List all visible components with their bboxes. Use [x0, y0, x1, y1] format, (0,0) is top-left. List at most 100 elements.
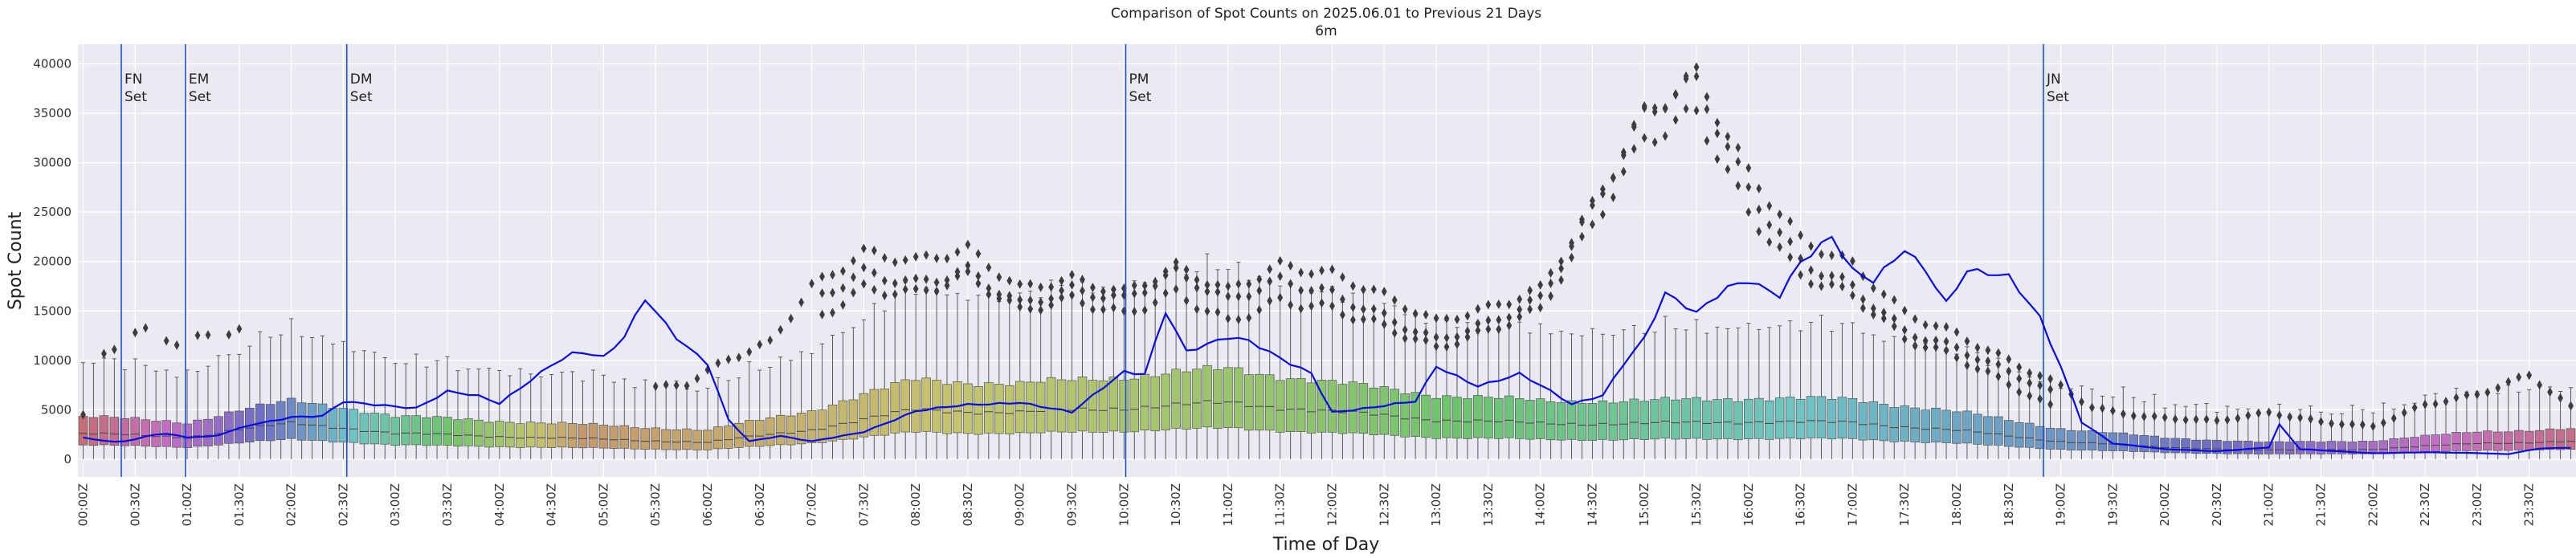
outlier-point: [1558, 275, 1564, 285]
box: [1098, 380, 1108, 433]
box: [1025, 381, 1035, 434]
box: [463, 418, 473, 446]
outlier-point: [1849, 290, 1855, 300]
x-tick-label: 09:00Z: [1013, 483, 1027, 527]
box: [1379, 386, 1390, 435]
box: [2087, 430, 2097, 450]
box: [1150, 376, 1160, 432]
x-tick-label: 21:00Z: [2262, 483, 2276, 527]
event-label: Set: [189, 89, 211, 105]
outlier-point: [1777, 227, 1783, 238]
x-tick-label: 14:30Z: [1585, 483, 1599, 527]
outlier-point: [2297, 413, 2304, 423]
outlier-point: [1454, 332, 1460, 342]
outlier-point: [2006, 380, 2012, 390]
box: [495, 421, 504, 447]
outlier-point: [1225, 281, 1231, 291]
y-tick-label: 15000: [33, 303, 71, 318]
box: [1744, 398, 1753, 440]
box: [504, 422, 515, 448]
box: [2045, 427, 2055, 450]
box: [2066, 430, 2076, 450]
outlier-point: [2495, 383, 2501, 393]
outlier-point: [1006, 295, 1013, 306]
box: [1660, 397, 1670, 439]
outlier-point: [1090, 292, 1096, 303]
outlier-point: [1464, 311, 1471, 321]
box: [1795, 398, 1806, 440]
outlier-point: [1277, 255, 1284, 266]
x-tick-label: 03:00Z: [388, 483, 402, 527]
outlier-point: [1475, 318, 1481, 328]
box: [1608, 402, 1619, 441]
outlier-point: [1548, 291, 1554, 301]
outlier-point: [1704, 104, 1710, 115]
outlier-point: [1548, 267, 1554, 278]
box: [1223, 367, 1233, 429]
box: [1941, 409, 1951, 443]
box: [2003, 420, 2014, 447]
x-tick-label: 05:00Z: [596, 483, 610, 527]
box: [2149, 435, 2159, 453]
outlier-point: [1173, 263, 1179, 273]
box: [1369, 387, 1379, 436]
box: [1244, 374, 1254, 431]
outlier-point: [1922, 320, 1929, 330]
x-tick-label: 00:30Z: [128, 483, 142, 527]
outlier-point: [1933, 321, 1939, 332]
box: [214, 416, 223, 446]
outlier-point: [1912, 340, 1918, 351]
outlier-point: [1517, 312, 1523, 322]
outlier-point: [2047, 399, 2054, 409]
box: [2223, 441, 2232, 454]
outlier-point: [1901, 305, 1908, 316]
outlier-point: [1496, 315, 1502, 325]
box: [2326, 441, 2337, 454]
y-tick-label: 20000: [33, 255, 71, 269]
outlier-point: [663, 380, 669, 390]
outlier-point: [1173, 284, 1179, 295]
box: [474, 419, 484, 447]
outlier-point: [1756, 204, 1762, 214]
box: [1598, 400, 1608, 440]
box: [1348, 381, 1358, 434]
outlier-point: [1693, 71, 1700, 82]
outlier-point: [1506, 312, 1513, 323]
outlier-point: [2318, 417, 2324, 427]
outlier-point: [1579, 231, 1585, 242]
outlier-point: [860, 279, 867, 289]
outlier-point: [933, 277, 940, 287]
outlier-point: [1360, 314, 1366, 324]
outlier-point: [2027, 378, 2033, 389]
box: [921, 377, 931, 432]
box: [2129, 434, 2139, 452]
outlier-point: [226, 329, 232, 340]
outlier-point: [1412, 327, 1419, 337]
outlier-point: [1183, 273, 1190, 283]
outlier-point: [1953, 342, 1960, 352]
outlier-point: [673, 381, 680, 391]
outlier-point: [1433, 341, 1439, 352]
box: [703, 430, 712, 450]
outlier-point: [1901, 325, 1908, 336]
box: [651, 427, 660, 450]
outlier-point: [1662, 131, 1668, 141]
box: [1713, 399, 1722, 440]
box: [390, 417, 401, 446]
outlier-point: [1860, 303, 1866, 313]
x-tick-label: 10:00Z: [1117, 483, 1131, 527]
outlier-point: [1714, 154, 1721, 165]
x-tick-label: 08:30Z: [961, 483, 975, 527]
box: [880, 389, 890, 436]
box: [838, 400, 848, 440]
box: [1494, 397, 1504, 439]
outlier-point: [1443, 342, 1450, 352]
box: [1264, 374, 1275, 431]
box: [567, 423, 578, 448]
box: [2378, 440, 2389, 454]
outlier-point: [1839, 271, 1845, 282]
outlier-point: [1027, 303, 1034, 314]
outlier-point: [1651, 107, 1658, 117]
outlier-point: [2172, 414, 2178, 425]
box-series: [78, 253, 2576, 459]
